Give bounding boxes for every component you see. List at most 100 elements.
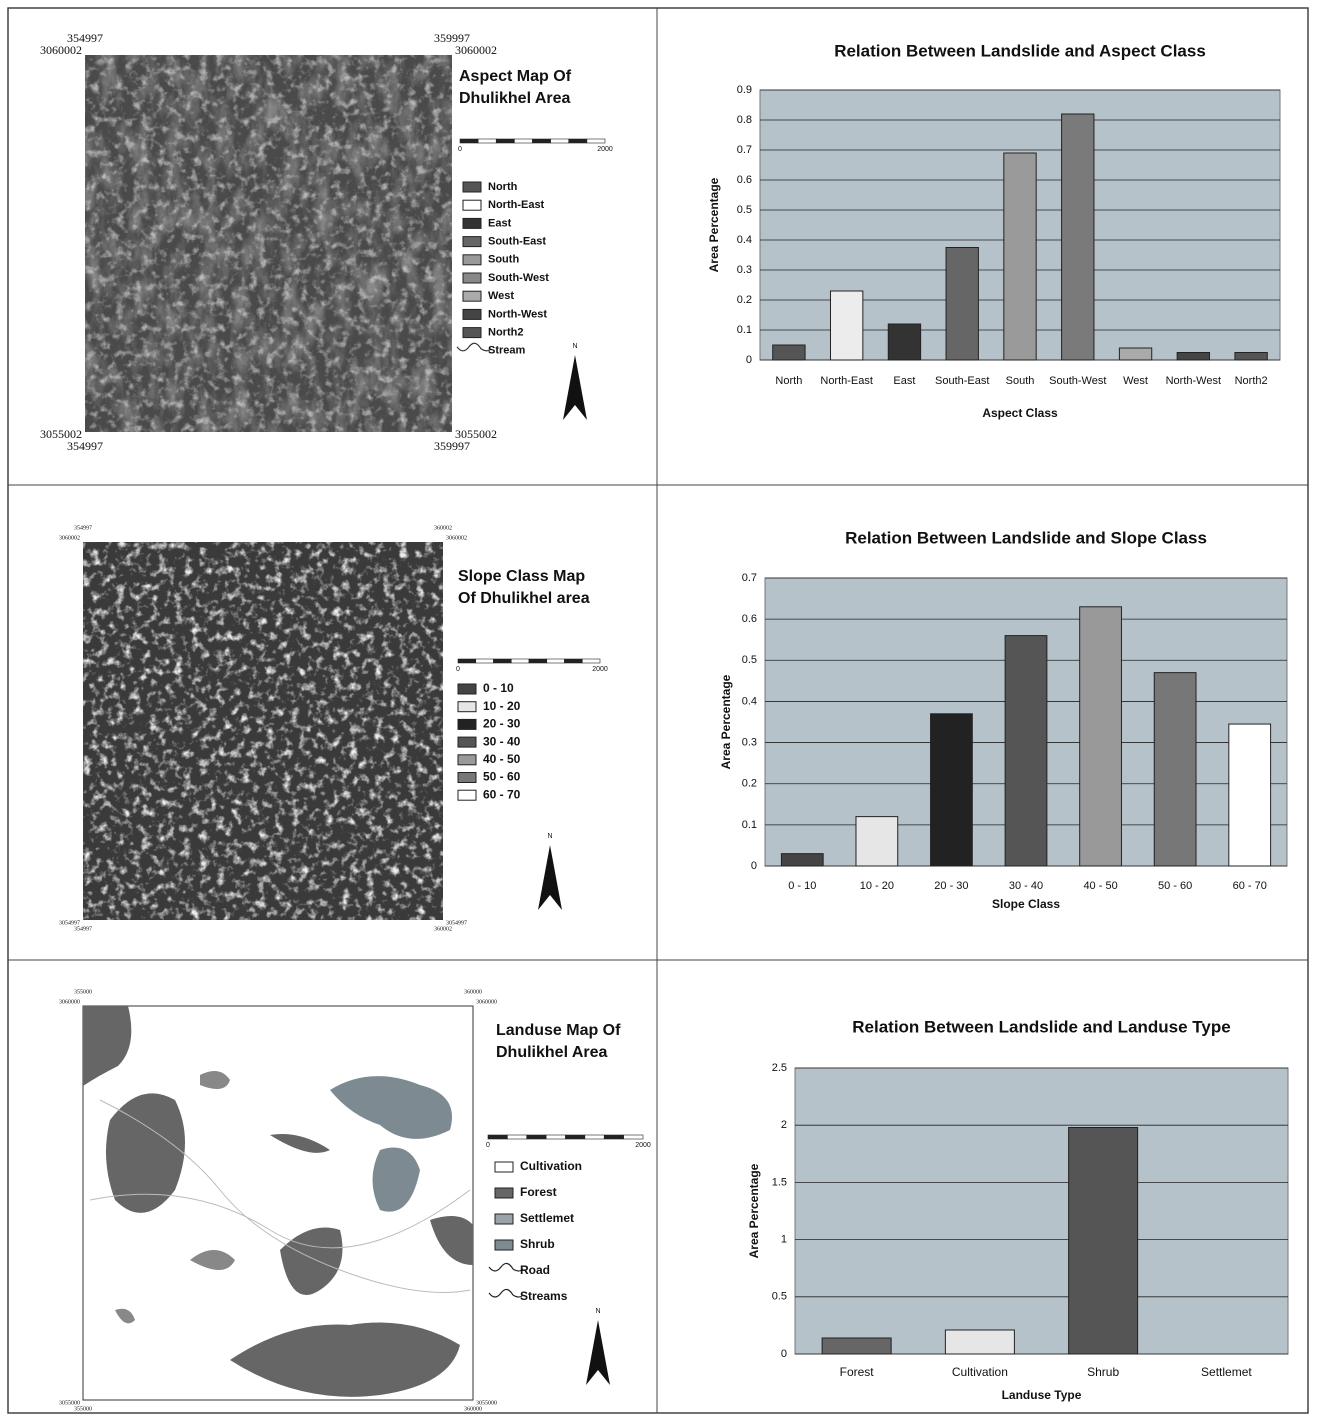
coord-label: 360000 [464,1406,482,1412]
legend-label: 0 - 10 [483,681,514,695]
scale-bar [551,139,569,143]
legend-label: Stream [488,345,526,357]
legend-swatch [463,182,481,192]
coord-label: 359997 [434,439,470,453]
legend-swatch [463,328,481,338]
legend-label: Shrub [520,1237,555,1251]
scale-bar [565,659,583,663]
coord-label: 354997 [67,439,103,453]
coord-label: 3060002 [455,43,497,57]
x-axis-title: Aspect Class [982,406,1058,420]
bar [1062,114,1094,360]
legend-line [489,1263,523,1271]
legend-label: 50 - 60 [483,770,521,784]
y-tick-label: 0.3 [742,736,757,748]
page: Aspect Map OfDhulikhel Area3549973060002… [0,0,1317,1417]
y-tick-label: 2.5 [772,1062,787,1074]
north-label: N [547,833,552,840]
legend-swatch [463,309,481,319]
x-tick-label: West [1123,375,1148,387]
legend-swatch [495,1188,513,1198]
scale-bar [546,1135,565,1139]
scale-label: 2000 [592,666,608,673]
scale-bar [547,659,565,663]
north-arrow [538,845,562,910]
y-tick-label: 0.7 [737,144,752,156]
x-tick-label: 60 - 70 [1233,880,1267,892]
legend-swatch [463,237,481,247]
bar [946,248,978,361]
x-tick-label: Settlemet [1201,1365,1252,1379]
legend-swatch [458,684,476,694]
legend-line [457,343,491,351]
x-tick-label: 10 - 20 [860,880,894,892]
legend-label: North-East [488,199,545,211]
bar [1119,348,1151,360]
x-tick-label: 0 - 10 [788,880,816,892]
y-tick-label: 0 [781,1348,787,1360]
bar [1069,1127,1138,1354]
coord-label: 355000 [74,1406,92,1412]
bar [931,714,973,866]
bar [1004,153,1036,360]
x-tick-label: 40 - 50 [1083,880,1117,892]
x-tick-label: Cultivation [952,1365,1008,1379]
bar [856,817,898,866]
x-tick-label: Shrub [1087,1365,1119,1379]
legend-label: North [488,181,518,193]
scale-bar [569,139,587,143]
legend-swatch [458,755,476,765]
coord-label: 360002 [434,526,452,532]
legend-label: North-West [488,308,547,320]
chart-title: Relation Between Landslide and Landuse T… [852,1017,1230,1036]
bar [830,291,862,360]
x-tick-label: North2 [1235,375,1268,387]
scale-bar [496,139,514,143]
map-texture [83,542,443,920]
x-tick-label: North-West [1166,375,1221,387]
bar [773,345,805,360]
legend-label: Cultivation [520,1159,582,1173]
scale-bar [507,1135,526,1139]
x-axis-title: Slope Class [992,897,1060,911]
y-tick-label: 1 [781,1234,787,1246]
legend-swatch [463,255,481,265]
bar [1235,353,1267,361]
x-tick-label: South-West [1049,375,1106,387]
x-tick-label: North-East [820,375,873,387]
map-image [83,1006,473,1400]
x-tick-label: North [775,375,802,387]
coord-label: 360000 [464,990,482,996]
x-tick-label: 30 - 40 [1009,880,1043,892]
legend-label: 30 - 40 [483,734,521,748]
coord-label: 3060002 [446,535,467,541]
north-label: N [595,1308,600,1315]
legend-swatch [458,719,476,729]
y-axis-title: Area Percentage [719,674,733,769]
scale-bar [533,139,551,143]
x-tick-label: Forest [840,1365,875,1379]
y-tick-label: 0.1 [742,819,757,831]
bar [1229,724,1271,866]
legend-swatch [458,790,476,800]
bar [1177,353,1209,361]
scale-bar [587,139,605,143]
bar [822,1338,891,1354]
y-tick-label: 0.7 [742,572,757,584]
legend-swatch [463,218,481,228]
y-tick-label: 1.5 [772,1176,787,1188]
coord-label: 3060000 [59,999,80,1005]
scale-bar [488,1135,507,1139]
x-tick-label: South [1006,375,1035,387]
coord-label: 354997 [74,926,92,932]
legend-line [489,1289,523,1297]
legend-label: Streams [520,1289,568,1303]
chart-title: Relation Between Landslide and Slope Cla… [845,528,1207,547]
scale-bar [624,1135,643,1139]
y-tick-label: 0.1 [737,324,752,336]
legend-swatch [458,702,476,712]
coord-label: 3060000 [476,999,497,1005]
scale-bar [511,659,529,663]
map-title: Of Dhulikhel area [458,590,590,607]
y-tick-label: 0.9 [737,84,752,96]
